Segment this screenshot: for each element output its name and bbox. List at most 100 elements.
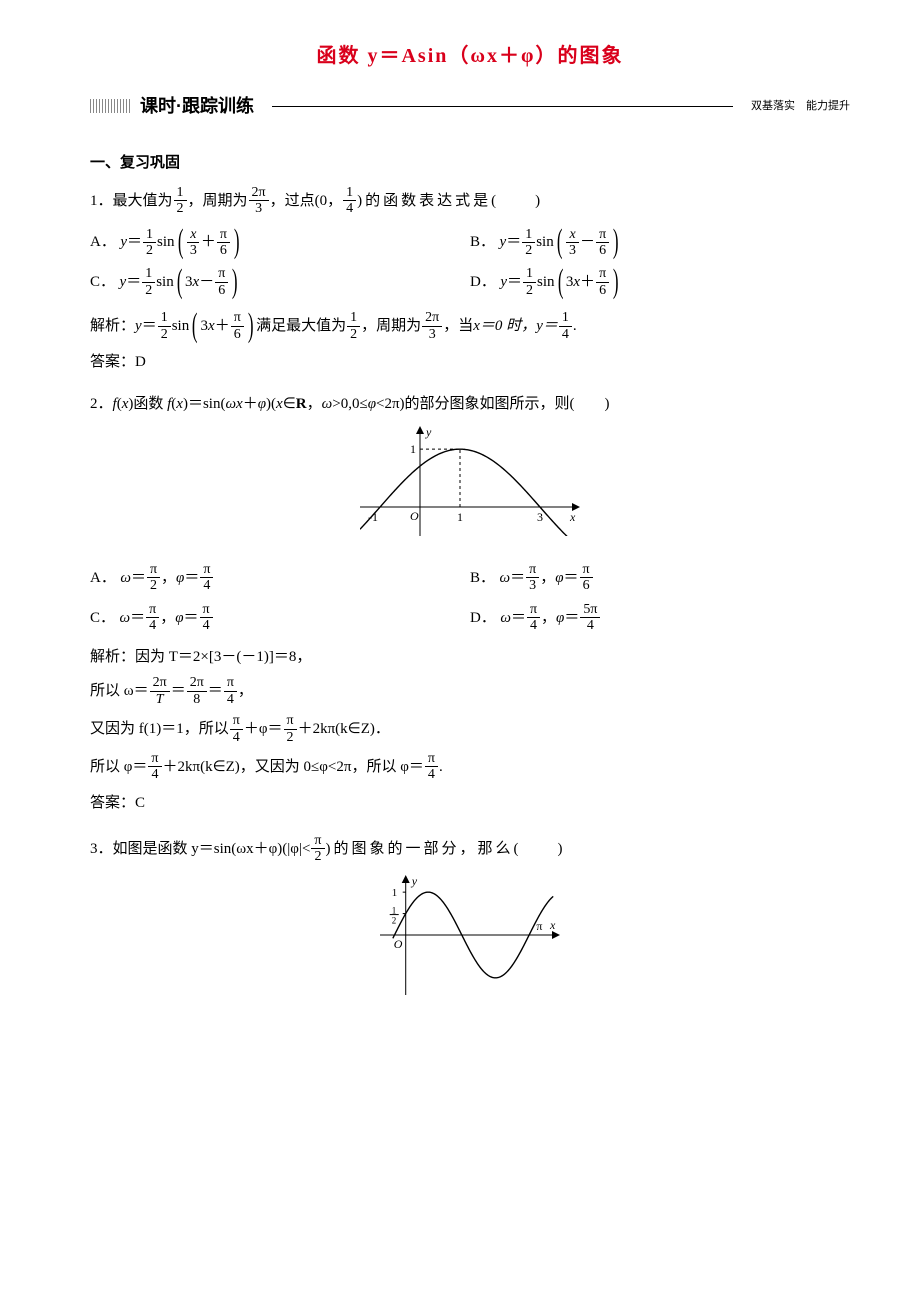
numerator: π <box>148 751 161 767</box>
svg-text:1: 1 <box>410 442 416 456</box>
numerator: π <box>146 602 159 618</box>
denominator: 2 <box>311 849 324 864</box>
text: ，周期为 <box>188 189 248 213</box>
numerator: π <box>200 562 213 578</box>
divider-line <box>272 106 733 107</box>
numerator: 1 <box>174 185 187 201</box>
q1-stem: 1． 最大值为 12 ，周期为 2π3 ，过点(0， 14 )的函数表达式是( … <box>90 185 850 217</box>
svg-text:O: O <box>394 937 403 951</box>
numerator: 2π <box>249 185 269 201</box>
denominator: 2 <box>142 283 155 298</box>
denominator: 2 <box>143 243 156 258</box>
q3-number: 3． <box>90 837 113 861</box>
fraction: π6 <box>596 227 609 259</box>
denominator: 6 <box>215 283 228 298</box>
denominator: 3 <box>187 243 200 258</box>
option-a: A． y＝ 12 sin ( x3 ＋ π6 ) <box>90 227 470 259</box>
denominator: 2 <box>347 327 360 342</box>
q3-figure: xyO112π <box>90 875 850 1003</box>
fraction: π6 <box>217 227 230 259</box>
fraction: π4 <box>200 562 213 594</box>
denominator: T <box>153 692 167 707</box>
numerator: π <box>596 227 609 243</box>
fraction: π4 <box>200 602 213 634</box>
fraction: x3 <box>187 227 200 259</box>
q2-stem: 2． f(x) 函数 f(x)＝sin(ωx＋φ)(x∈R，ω>0,0≤φ<2π… <box>90 392 850 416</box>
denominator: 4 <box>584 618 597 633</box>
page-title: 函数 y＝Asin（ωx＋φ）的图象 <box>90 40 850 72</box>
numerator: π <box>147 562 160 578</box>
denominator: 6 <box>231 327 244 342</box>
q2-answer: 答案：C <box>90 791 850 815</box>
answer-value: D <box>135 354 146 370</box>
numerator: 1 <box>142 266 155 282</box>
fraction: 2π3 <box>249 185 269 217</box>
answer-label: 答案： <box>90 354 135 370</box>
denominator: 4 <box>230 730 243 745</box>
q3-stem: 3． 如图是函数 y＝sin(ωx＋φ)(|φ|< π2 )的图象的一部分，那么… <box>90 833 850 865</box>
denominator: 6 <box>596 243 609 258</box>
fraction: π2 <box>284 713 297 745</box>
text: x＝0 时， <box>473 314 536 338</box>
svg-text:π: π <box>536 919 542 933</box>
denominator: 2 <box>523 283 536 298</box>
text: 如图是函数 y＝sin(ωx＋φ)(|φ|< <box>113 837 311 861</box>
q2-number: 2． <box>90 392 113 416</box>
fraction: π6 <box>596 266 609 298</box>
numerator: π <box>215 266 228 282</box>
fraction: 2π3 <box>422 310 442 342</box>
fraction: π4 <box>425 751 438 783</box>
visible-stem: 函数 f(x)＝sin(ωx＋φ)(x∈R，ω>0,0≤φ<2π)的部分图象如图… <box>133 392 609 416</box>
fraction: 2πT <box>150 675 170 707</box>
fraction: 12 <box>158 310 171 342</box>
fraction: π2 <box>147 562 160 594</box>
fraction: 14 <box>559 310 572 342</box>
denominator: 4 <box>146 618 159 633</box>
svg-text:y: y <box>425 426 432 439</box>
numerator: π <box>596 266 609 282</box>
q2-options: A． ω＝ π2 ，φ＝ π4 B． ω＝ π3 ，φ＝ π6 C． ω＝ π4… <box>90 558 850 638</box>
explain-label: 解析： <box>90 645 135 669</box>
option-label: C． <box>90 270 115 294</box>
fraction: π2 <box>311 833 324 865</box>
q1-explanation: 解析： y＝ 12 sin ( 3x＋ π6 ) 满足最大值为 12 ，周期为 … <box>90 310 850 342</box>
numerator: 2π <box>187 675 207 691</box>
fraction: π4 <box>148 751 161 783</box>
text: ＋2kπ(k∈Z)，又因为 0≤φ<2π，所以 φ＝ <box>163 755 424 779</box>
svg-text:2: 2 <box>392 915 397 925</box>
fraction: 12 <box>143 227 156 259</box>
option-b: B． y＝ 12 sin ( x3 － π6 ) <box>470 227 850 259</box>
svg-text:3: 3 <box>537 510 543 524</box>
text: ，当 <box>443 314 473 338</box>
fraction: π6 <box>231 310 244 342</box>
fraction: π4 <box>230 713 243 745</box>
denominator: 2 <box>174 201 187 216</box>
text: )的函数表达式是( ) <box>357 189 543 213</box>
numerator: 1 <box>143 227 156 243</box>
numerator: 2π <box>150 675 170 691</box>
fraction: π4 <box>146 602 159 634</box>
subsection-heading: 一、复习巩固 <box>90 151 850 175</box>
option-label: B． <box>470 230 495 254</box>
numerator: π <box>231 310 244 326</box>
denominator: 2 <box>158 327 171 342</box>
fraction: π4 <box>527 602 540 634</box>
denominator: 3 <box>252 201 265 216</box>
q1-number: 1． <box>90 189 113 213</box>
svg-text:x: x <box>569 510 576 524</box>
numerator: π <box>526 562 539 578</box>
numerator: 1 <box>343 185 356 201</box>
fraction: 5π4 <box>580 602 600 634</box>
fraction: 12 <box>523 266 536 298</box>
numerator: π <box>425 751 438 767</box>
svg-text:1: 1 <box>392 905 397 915</box>
numerator: π <box>200 602 213 618</box>
numerator: 1 <box>523 266 536 282</box>
numerator: 1 <box>522 227 535 243</box>
numerator: π <box>311 833 324 849</box>
fraction: π4 <box>224 675 237 707</box>
numerator: 1 <box>347 310 360 326</box>
text: 所以 φ＝ <box>90 755 147 779</box>
svg-text:-1: -1 <box>368 510 378 524</box>
svg-text:y: y <box>411 875 418 888</box>
